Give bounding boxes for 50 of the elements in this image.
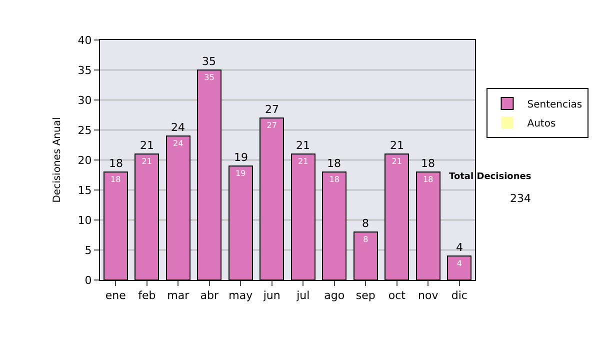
x-tick-label: dic — [451, 289, 468, 302]
y-tick-label: 20 — [78, 154, 92, 167]
y-tick-label: 30 — [78, 94, 92, 107]
data-label: 35 — [204, 73, 214, 82]
y-tick-label: 15 — [78, 184, 92, 197]
legend-label: Autos — [527, 118, 556, 130]
data-label: 24 — [173, 139, 184, 148]
x-tick-label: abr — [200, 289, 219, 302]
y-tick-label: 25 — [78, 124, 92, 137]
y-tick-label: 0 — [84, 274, 92, 287]
data-label: 4 — [456, 259, 462, 268]
x-tick-label: may — [228, 289, 254, 302]
x-tick-label: oct — [388, 289, 406, 302]
total-label: 8 — [362, 217, 369, 230]
total-label: 18 — [109, 157, 123, 170]
data-label: 18 — [329, 175, 340, 184]
x-tick-label: jul — [296, 289, 310, 302]
y-axis-title: Decisiones Anual — [52, 117, 63, 203]
total-label: 21 — [296, 139, 310, 152]
y-tick-label: 40 — [78, 34, 92, 47]
x-tick-label: sep — [356, 289, 376, 302]
legend-label: Sentencias — [527, 99, 582, 110]
y-tick-label: 35 — [78, 64, 92, 77]
total-label: 21 — [140, 139, 154, 152]
y-tick-label: 5 — [84, 244, 92, 257]
total-label: 24 — [171, 121, 185, 134]
total-label: 35 — [202, 55, 216, 68]
data-label: 18 — [110, 175, 121, 184]
total-label: 27 — [265, 103, 279, 116]
x-tick-label: ene — [105, 289, 126, 302]
data-label: 21 — [142, 157, 152, 166]
data-label: 18 — [423, 175, 434, 184]
total-label: 18 — [421, 157, 435, 170]
data-label: 27 — [266, 121, 277, 130]
y-tick-label: 10 — [78, 214, 92, 227]
x-tick-label: mar — [167, 289, 190, 302]
x-tick-label: feb — [138, 289, 156, 302]
total-label: 21 — [390, 139, 404, 152]
data-label: 8 — [363, 235, 368, 244]
x-tick-label: nov — [418, 289, 439, 302]
total-label: 18 — [327, 157, 341, 170]
total-label: 4 — [456, 241, 463, 254]
x-tick-label: jun — [262, 289, 280, 302]
data-label: 21 — [392, 157, 402, 166]
x-tick-label: ago — [324, 289, 345, 302]
data-label: 21 — [298, 157, 308, 166]
total-label: 19 — [234, 151, 248, 164]
text: 234 — [510, 192, 531, 205]
data-label: 19 — [236, 169, 246, 178]
annotation: Total Decisiones — [449, 172, 532, 182]
